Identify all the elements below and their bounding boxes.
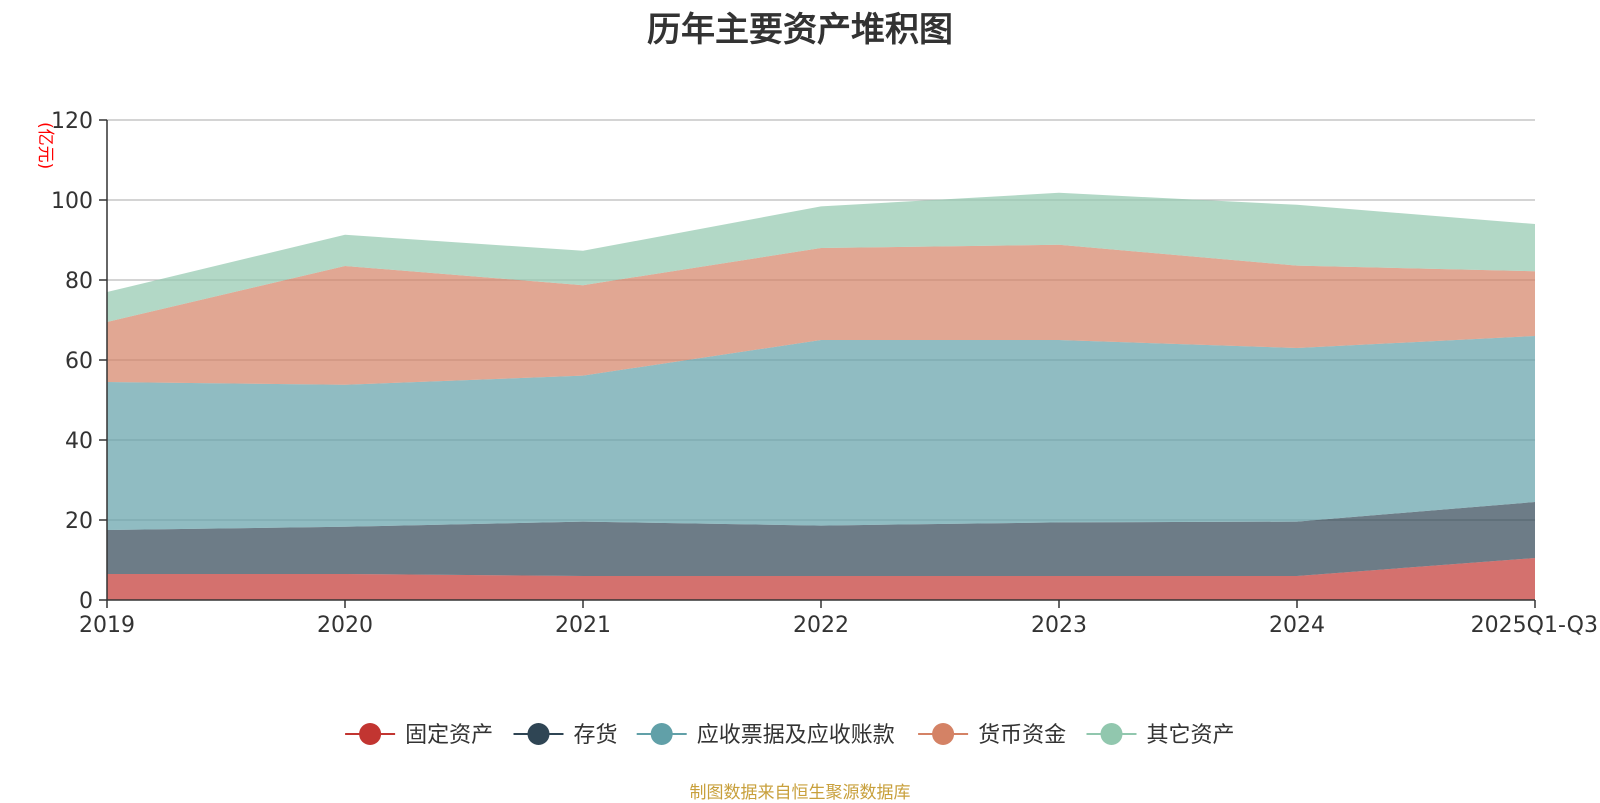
legend[interactable]: 固定资产 存货 应收票据及应收账款 货币资金 其它资产 bbox=[345, 723, 1235, 748]
x-tick-label: 2020 bbox=[317, 613, 373, 638]
legend-label: 其它资产 bbox=[1147, 723, 1235, 748]
legend-item[interactable]: 固定资产 bbox=[345, 723, 493, 748]
y-tick-label: 0 bbox=[79, 589, 93, 614]
y-tick-label: 60 bbox=[65, 349, 93, 374]
area-其它资产[interactable] bbox=[107, 192, 1535, 322]
y-tick-label: 20 bbox=[65, 509, 93, 534]
y-tick-label: 120 bbox=[51, 109, 93, 134]
area-series bbox=[107, 192, 1535, 600]
y-tick-label: 100 bbox=[51, 189, 93, 214]
legend-circle-marker bbox=[932, 723, 955, 745]
area-应收票据及应收账款[interactable] bbox=[107, 336, 1535, 530]
legend-label: 存货 bbox=[574, 723, 618, 748]
chart-title: 历年主要资产堆积图 bbox=[647, 10, 953, 50]
x-tick-label: 2023 bbox=[1031, 613, 1087, 638]
source-note: 制图数据来自恒生聚源数据库 bbox=[689, 783, 911, 803]
x-tick-label: 2025Q1-Q3 bbox=[1471, 613, 1598, 638]
legend-circle-marker bbox=[527, 723, 550, 745]
legend-circle-marker bbox=[1100, 723, 1123, 745]
legend-item[interactable]: 货币资金 bbox=[918, 723, 1066, 748]
legend-circle-marker bbox=[650, 723, 673, 745]
area-货币资金[interactable] bbox=[107, 244, 1535, 385]
area-固定资产[interactable] bbox=[107, 558, 1535, 600]
x-tick-label: 2021 bbox=[555, 613, 611, 638]
legend-item[interactable]: 其它资产 bbox=[1086, 723, 1235, 748]
x-tick-labels: 2019 2020 2021 2022 2023 2024 2025Q1-Q3 bbox=[79, 600, 1598, 638]
area-存货[interactable] bbox=[107, 502, 1535, 576]
x-tick-label: 2022 bbox=[793, 613, 849, 638]
y-tick-label: 80 bbox=[65, 269, 93, 294]
y-tick-label: 40 bbox=[65, 429, 93, 454]
legend-circle-marker bbox=[359, 723, 382, 745]
legend-label: 应收票据及应收账款 bbox=[697, 723, 895, 748]
legend-item[interactable]: 存货 bbox=[513, 723, 618, 748]
x-tick-label: 2024 bbox=[1269, 613, 1325, 638]
legend-label: 货币资金 bbox=[978, 723, 1066, 748]
x-tick-label: 2019 bbox=[79, 613, 135, 638]
y-tick-labels: 0 20 40 60 80 100 120 bbox=[51, 109, 93, 614]
y-axis-unit-label: (亿元) bbox=[35, 122, 55, 169]
legend-label: 固定资产 bbox=[405, 723, 493, 748]
legend-item[interactable]: 应收票据及应收账款 bbox=[636, 723, 895, 748]
